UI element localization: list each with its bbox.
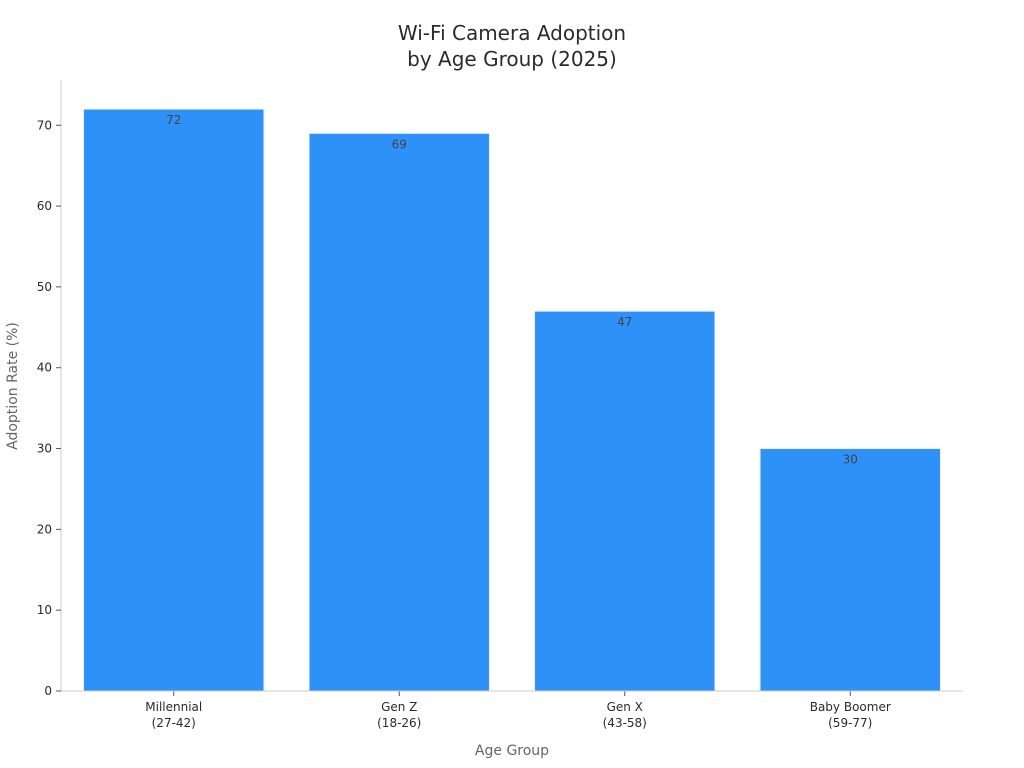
- x-axis-title: Age Group: [475, 743, 549, 759]
- chart-title-line-2: by Age Group (2025): [407, 47, 617, 71]
- x-tick-label-line: Baby Boomer: [810, 700, 891, 714]
- y-tick-label-4: 40: [37, 361, 52, 375]
- data-label-1: 69: [392, 137, 407, 151]
- y-axis: 0 10 20 30 40 50 60 70: [37, 80, 62, 698]
- bars-layer: [83, 108, 941, 692]
- y-tick-label-1: 10: [37, 603, 52, 617]
- x-tick-label-line: Gen X: [607, 700, 643, 714]
- y-tick-label-7: 70: [37, 118, 52, 132]
- y-tick-label-3: 30: [37, 442, 52, 456]
- y-tick-label-5: 50: [37, 280, 52, 294]
- x-tick-label-0: Millennial (27-42): [145, 700, 202, 730]
- data-label-3: 30: [843, 453, 858, 467]
- y-axis-title: Adoption Rate (%): [5, 322, 21, 450]
- y-tick-label-2: 20: [37, 522, 52, 536]
- data-label-2: 47: [617, 315, 632, 329]
- chart-title-line-1: Wi-Fi Camera Adoption: [398, 21, 626, 45]
- x-tick-label-1: Gen Z (18-26): [377, 700, 421, 730]
- x-tick-label-line: (43-58): [603, 716, 647, 730]
- chart-title: Wi-Fi Camera Adoption by Age Group (2025…: [398, 21, 626, 71]
- x-tick-label-line: (59-77): [828, 716, 872, 730]
- data-labels-layer: 72 69 47 30: [166, 113, 858, 466]
- bar-0: [83, 108, 265, 692]
- bar-2: [534, 310, 716, 692]
- y-tick-label-6: 60: [37, 199, 52, 213]
- x-tick-label-3: Baby Boomer (59-77): [810, 700, 891, 730]
- data-label-0: 72: [166, 113, 181, 127]
- x-tick-label-2: Gen X (43-58): [603, 700, 647, 730]
- x-tick-label-line: Gen Z: [381, 700, 417, 714]
- x-tick-label-line: (27-42): [152, 716, 196, 730]
- bar-3: [759, 448, 941, 692]
- x-tick-label-line: (18-26): [377, 716, 421, 730]
- y-tick-label-0: 0: [44, 684, 52, 698]
- bar-1: [308, 132, 490, 692]
- x-tick-label-line: Millennial: [145, 700, 202, 714]
- x-axis: Millennial (27-42) Gen Z (18-26) Gen X (43-58…: [61, 690, 963, 730]
